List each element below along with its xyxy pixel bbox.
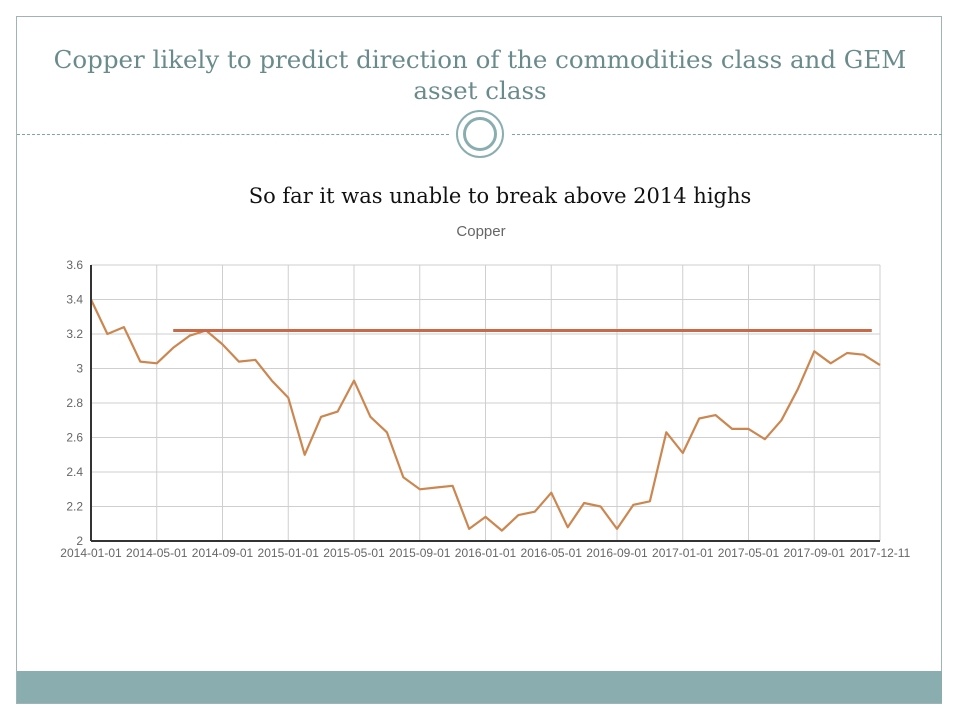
- x-tick-label: 2014-01-01: [60, 546, 122, 560]
- x-tick-label: 2014-09-01: [192, 546, 254, 560]
- circle-ornament-inner: [463, 117, 497, 151]
- y-tick-label: 2.4: [66, 465, 83, 479]
- series-layer: [90, 299, 881, 532]
- x-tick-label: 2017-09-01: [784, 546, 846, 560]
- x-tick-label: 2017-01-01: [652, 546, 714, 560]
- title-divider-right: [512, 134, 942, 135]
- y-tick-label: 3: [76, 362, 83, 376]
- axis-layer: 2 2.2 2.4 2.6 2.8 3 3.2 3.4 3.6 2014-01-01 2014-05…: [60, 258, 910, 560]
- x-tick-label: 2017-05-01: [718, 546, 780, 560]
- x-tick-label: 2015-01-01: [258, 546, 320, 560]
- y-tick-label: 3.4: [66, 293, 83, 307]
- x-tick-label: 2017-12-11: [850, 546, 911, 560]
- circle-ornament-icon: [456, 110, 504, 158]
- y-tick-label: 2: [76, 534, 83, 548]
- slide-frame: [16, 16, 942, 704]
- x-tick-label: 2016-01-01: [455, 546, 517, 560]
- footer-band: [17, 671, 942, 703]
- chart-title: Copper: [456, 223, 505, 240]
- chart-subtitle: So far it was unable to break above 2014…: [248, 184, 752, 208]
- title-divider-left: [17, 134, 449, 135]
- y-tick-label: 2.6: [66, 431, 83, 445]
- y-tick-label: 2.8: [66, 396, 83, 410]
- x-tick-label: 2014-05-01: [126, 546, 188, 560]
- x-tick-label: 2016-09-01: [586, 546, 648, 560]
- copper-price-line: [90, 299, 881, 532]
- x-tick-label: 2015-05-01: [323, 546, 385, 560]
- y-tick-label: 3.6: [66, 258, 83, 272]
- y-tick-label: 3.2: [66, 327, 83, 341]
- y-tick-label: 2.2: [66, 500, 83, 514]
- grid-layer: [90, 264, 881, 542]
- x-tick-label: 2016-05-01: [521, 546, 583, 560]
- slide-title: Copper likely to predict direction of th…: [53, 45, 907, 105]
- x-tick-label: 2015-09-01: [389, 546, 451, 560]
